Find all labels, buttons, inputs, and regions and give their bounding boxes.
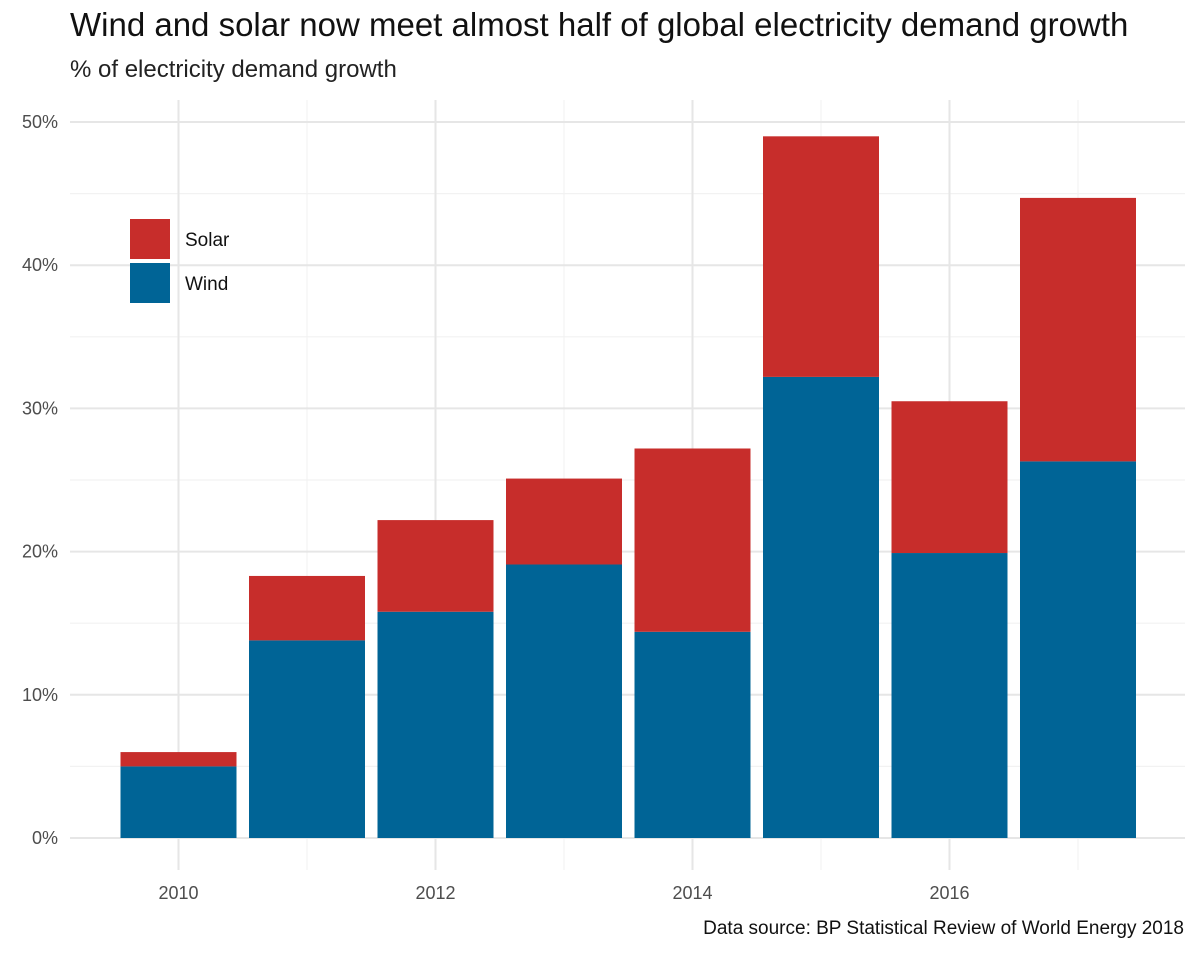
y-axis-tick-labels: 0% 10% 20% 30% 40% 50% bbox=[22, 112, 58, 848]
y-tick-label: 20% bbox=[22, 542, 58, 562]
y-tick-label: 50% bbox=[22, 112, 58, 132]
chart-title: Wind and solar now meet almost half of g… bbox=[70, 6, 1129, 43]
bar-wind-2017 bbox=[1020, 461, 1136, 838]
bar-wind-2016 bbox=[891, 553, 1008, 838]
bar-wind-2013 bbox=[506, 564, 622, 838]
y-tick-label: 40% bbox=[22, 255, 58, 275]
legend-label-solar: Solar bbox=[185, 230, 230, 251]
bar-wind-2014 bbox=[634, 631, 751, 838]
x-tick-label: 2016 bbox=[929, 883, 969, 903]
legend-label-wind: Wind bbox=[185, 274, 228, 295]
bar-solar-2015 bbox=[763, 136, 879, 377]
data-source-caption: Data source: BP Statistical Review of Wo… bbox=[703, 918, 1184, 939]
bar-wind-2015 bbox=[763, 376, 879, 838]
x-tick-label: 2014 bbox=[672, 883, 712, 903]
y-tick-label: 10% bbox=[22, 685, 58, 705]
bar-solar-2014 bbox=[634, 448, 751, 632]
chart-subtitle: % of electricity demand growth bbox=[70, 56, 397, 83]
x-tick-label: 2012 bbox=[415, 883, 455, 903]
y-tick-label: 0% bbox=[32, 828, 58, 848]
legend: Solar Wind bbox=[130, 219, 230, 303]
bar-solar-2013 bbox=[506, 478, 622, 565]
bar-wind-2012 bbox=[377, 611, 494, 838]
bar-solar-2012 bbox=[377, 520, 494, 612]
x-tick-label: 2010 bbox=[158, 883, 198, 903]
x-axis-tick-labels: 2010 2012 2014 2016 bbox=[158, 883, 969, 903]
bar-solar-2011 bbox=[249, 575, 365, 641]
y-tick-label: 30% bbox=[22, 398, 58, 418]
bar-solar-2016 bbox=[891, 401, 1008, 554]
bar-wind-2010 bbox=[120, 766, 237, 838]
minor-gridlines bbox=[70, 100, 1185, 870]
legend-swatch-solar bbox=[130, 219, 170, 259]
legend-swatch-wind bbox=[130, 263, 170, 303]
bars bbox=[120, 136, 1136, 838]
major-gridlines bbox=[70, 100, 1185, 870]
bar-solar-2017 bbox=[1020, 197, 1136, 462]
bar-wind-2011 bbox=[249, 640, 365, 838]
bar-solar-2010 bbox=[120, 752, 237, 767]
